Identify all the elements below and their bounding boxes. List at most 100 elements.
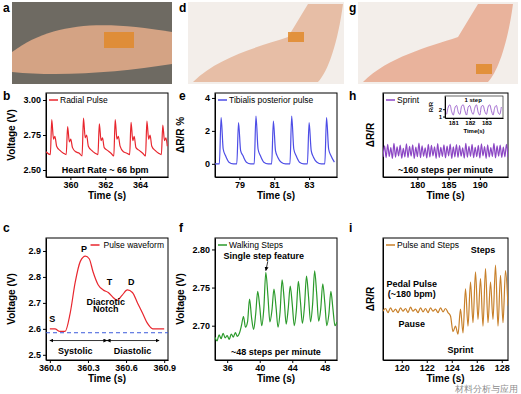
annotation: Heart Rate ~ 66 bpm <box>62 165 149 175</box>
tick-label: 79 <box>235 180 245 190</box>
plot-frame <box>383 93 508 177</box>
tick: 4 <box>205 93 215 103</box>
photo-background <box>358 2 518 84</box>
figure-canvas: adg3603623642.502.753.00Heart Rate ~ 66 … <box>0 0 521 394</box>
tick: 128 <box>495 360 510 373</box>
tick-label: 360 <box>63 180 78 190</box>
tick: 362 <box>98 177 113 190</box>
tick: 364 <box>133 177 148 190</box>
panel-label: h <box>349 89 356 103</box>
axis-line <box>215 94 216 178</box>
annotation: D <box>128 277 135 287</box>
tick-mark <box>212 326 215 327</box>
plot-area <box>215 116 334 164</box>
tick-label: 40 <box>255 363 265 373</box>
axis-line <box>46 94 47 178</box>
inset-chart: 181182183121 stepTime(s)R/R <box>428 96 504 134</box>
tick-label: 362 <box>98 180 113 190</box>
tick-label: 81 <box>270 180 280 190</box>
span-arrow <box>107 340 159 341</box>
tick-label: 2.50 <box>23 165 41 175</box>
plot-frame <box>46 238 168 360</box>
x-axis: 120122124126128 <box>384 360 510 373</box>
tick: 360.6 <box>115 360 138 373</box>
tick-label: 124 <box>445 363 460 373</box>
tick-mark <box>212 98 215 99</box>
tick: 120 <box>395 360 410 373</box>
chart: 360 362 364 2.50 2.75 3.00 Heart Rate ~ 66 bpm… <box>6 93 169 201</box>
photo <box>188 2 344 84</box>
tick-label: 1 <box>439 114 443 120</box>
series-line <box>383 265 508 334</box>
y-axis-title: ΔR/R <box>365 286 376 311</box>
tick: 40 <box>255 360 265 373</box>
plot-area <box>383 143 508 158</box>
annotation: P <box>81 244 87 254</box>
y-axis: 2.50 2.75 3.00 <box>23 94 46 178</box>
tick: 182 <box>465 118 476 126</box>
annotation: Pedal Pulse <box>386 279 437 289</box>
series-line <box>215 116 334 164</box>
plot-area <box>46 256 168 333</box>
chart: 360.0360.3360.6360.92.52.62.72.82.9PTDSD… <box>6 238 176 384</box>
panel-label: f <box>179 221 184 235</box>
tick-label: 3.00 <box>23 95 41 105</box>
y-axis-title: Voltage (V) <box>6 273 17 324</box>
series-line <box>215 271 337 341</box>
x-axis-title: Time (s) <box>88 190 126 201</box>
tick-label: 185 <box>442 180 457 190</box>
y-axis <box>383 94 384 178</box>
tick-mark <box>43 329 46 330</box>
legend-swatch <box>386 99 395 101</box>
tick-label: 2.75 <box>23 130 41 140</box>
tick: 2.75 <box>23 130 46 140</box>
plot-frame <box>215 93 337 177</box>
hand <box>12 25 172 74</box>
legend-entry: Pulse and Steps <box>386 240 459 250</box>
y-axis-title: R/R <box>428 101 434 112</box>
x-axis-title: Time (s) <box>426 373 464 384</box>
plot-frame <box>46 93 168 177</box>
panel-label: i <box>349 221 352 235</box>
annotation: ~48 steps per minute <box>231 347 321 357</box>
tick-mark <box>43 303 46 304</box>
x-axis-title: Time (s) <box>88 373 126 384</box>
x-axis-title: Time (s) <box>426 190 464 201</box>
tick-label: 2.9 <box>28 246 41 256</box>
sensor <box>476 64 492 74</box>
y-axis-title: Voltage (V) <box>175 273 186 324</box>
y-axis-title: ΔR/R <box>365 122 376 147</box>
tick-mark <box>43 100 46 101</box>
tick: 83 <box>305 177 315 190</box>
tick-label: 190 <box>473 180 488 190</box>
panel-label: e <box>179 89 186 103</box>
x-axis: 180 185 190 <box>384 177 509 190</box>
sensor <box>104 32 134 48</box>
axis-line <box>216 177 338 178</box>
tick: 360.3 <box>77 360 100 373</box>
tick-mark <box>43 251 46 252</box>
tick-mark <box>212 249 215 250</box>
legend-swatch <box>218 99 227 101</box>
tick-label: 360.9 <box>153 363 176 373</box>
tick: 79 <box>235 177 245 190</box>
legend-label: Walking Steps <box>229 240 283 250</box>
tick: 185 <box>442 177 457 190</box>
tick: 2.7 <box>28 298 46 308</box>
watermark: 材料分析与应用 <box>454 384 518 394</box>
x-axis-title: Time(s) <box>463 128 484 134</box>
tick: 124 <box>445 360 460 373</box>
tick: 0 <box>205 159 215 169</box>
tick-label: 2.80 <box>192 245 210 255</box>
series-line <box>383 143 508 158</box>
tick-label: 0 <box>205 159 210 169</box>
annotation-arrow <box>266 261 268 270</box>
x-axis-title: Time (s) <box>257 190 295 201</box>
tick-label: 4 <box>205 93 210 103</box>
tick: 126 <box>470 360 485 373</box>
tick: 2 <box>439 107 445 113</box>
tick-label: 44 <box>288 363 298 373</box>
span-arrow <box>50 340 107 341</box>
legend-label: Pulse and Steps <box>397 240 459 250</box>
tick-label: 180 <box>410 180 425 190</box>
